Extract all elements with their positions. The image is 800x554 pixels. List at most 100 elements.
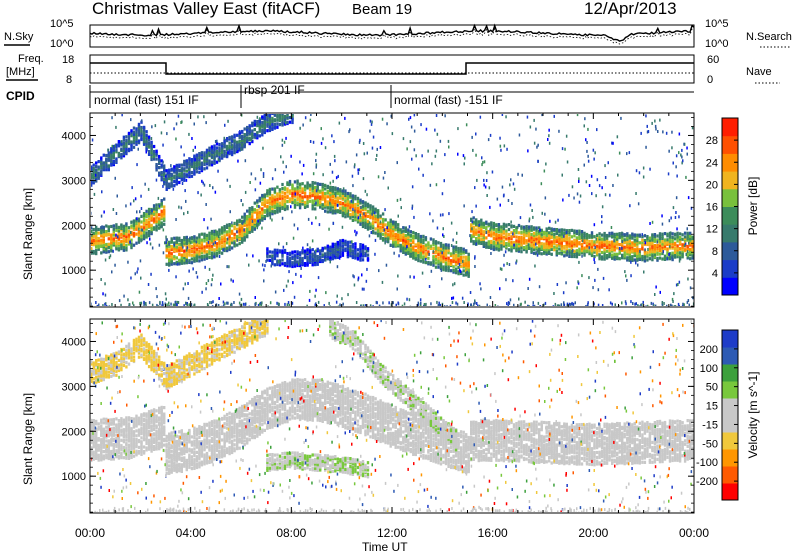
speckle [302, 123, 304, 127]
data-cell [155, 210, 158, 214]
data-cell [175, 163, 178, 167]
data-cell [633, 238, 636, 242]
clutter [486, 303, 488, 306]
data-cell [454, 267, 458, 271]
clutter [663, 302, 665, 305]
clutter [403, 302, 406, 306]
speckle [449, 304, 452, 306]
data-cell [284, 107, 286, 110]
data-cell [311, 207, 314, 211]
data-cell [273, 248, 277, 252]
data-cell [319, 195, 322, 199]
data-cell [215, 242, 219, 246]
speckle [537, 159, 539, 163]
clutter [111, 303, 113, 306]
data-cell [130, 224, 133, 228]
data-cell [236, 234, 239, 239]
data-cell [439, 244, 443, 248]
data-cell [122, 141, 126, 146]
data-cell [631, 246, 634, 250]
data-cell [346, 244, 350, 248]
clutter [168, 304, 170, 306]
data-cell [477, 226, 480, 230]
data-cell [608, 255, 611, 259]
speckle [157, 196, 160, 200]
data-cell [344, 196, 347, 200]
data-cell [595, 240, 599, 244]
data-cell [308, 256, 312, 260]
speckle [136, 163, 138, 167]
data-cell [220, 148, 224, 152]
clutter [378, 304, 381, 306]
data-cell [394, 232, 397, 236]
data-cell [326, 206, 329, 210]
data-cell [394, 237, 397, 241]
data-cell [296, 185, 299, 189]
data-cell [203, 153, 206, 157]
data-cell [321, 197, 324, 201]
data-cell [311, 189, 314, 193]
clutter [446, 305, 448, 306]
speckle [212, 186, 214, 190]
data-cell [230, 229, 234, 233]
data-cell [198, 239, 201, 243]
data-cell [170, 262, 173, 266]
data-cell [666, 247, 669, 251]
data-cell [439, 248, 443, 253]
data-cell [180, 174, 183, 178]
data-cell [122, 144, 126, 148]
data-cell [485, 243, 488, 248]
data-cell [170, 237, 173, 241]
speckle [409, 140, 412, 144]
data-cell [590, 235, 594, 239]
data-cell [550, 247, 553, 251]
data-cell [246, 231, 249, 235]
data-cell [147, 138, 151, 142]
clutter [369, 304, 372, 306]
data-cell [92, 453, 95, 457]
data-cell [470, 239, 473, 243]
data-cell [91, 183, 93, 187]
data-cell [618, 250, 621, 254]
speckle [686, 227, 688, 231]
data-cell [291, 183, 294, 187]
data-cell [193, 171, 196, 175]
data-cell [329, 249, 332, 253]
data-cell [158, 213, 161, 217]
data-cell [145, 220, 148, 225]
speckle [285, 136, 287, 140]
speckle [130, 220, 132, 224]
data-cell [379, 236, 382, 240]
data-cell [676, 247, 679, 251]
data-cell [452, 248, 455, 252]
data-cell [293, 250, 297, 254]
data-cell [203, 167, 206, 171]
data-cell [266, 249, 269, 253]
data-cell [228, 223, 231, 227]
data-cell [140, 233, 143, 237]
data-cell [457, 265, 460, 270]
data-cell [384, 218, 387, 222]
clutter [478, 304, 481, 306]
data-cell [661, 235, 664, 239]
data-cell [623, 233, 626, 237]
data-cell [100, 243, 103, 247]
speckle [315, 216, 317, 220]
data-cell [356, 252, 360, 256]
data-cell [147, 145, 151, 149]
speckle [466, 270, 468, 274]
data-cell [163, 166, 166, 170]
data-cell [522, 246, 526, 250]
speckle [315, 165, 317, 169]
data-cell [236, 133, 239, 137]
speckle [207, 151, 209, 155]
clutter [670, 303, 672, 306]
clutter [248, 305, 251, 306]
speckle [333, 140, 335, 144]
data-cell [107, 452, 110, 456]
data-cell [100, 418, 103, 422]
speckle [418, 167, 420, 171]
data-cell [646, 251, 649, 255]
speckle [668, 149, 670, 153]
data-cell [215, 142, 219, 146]
